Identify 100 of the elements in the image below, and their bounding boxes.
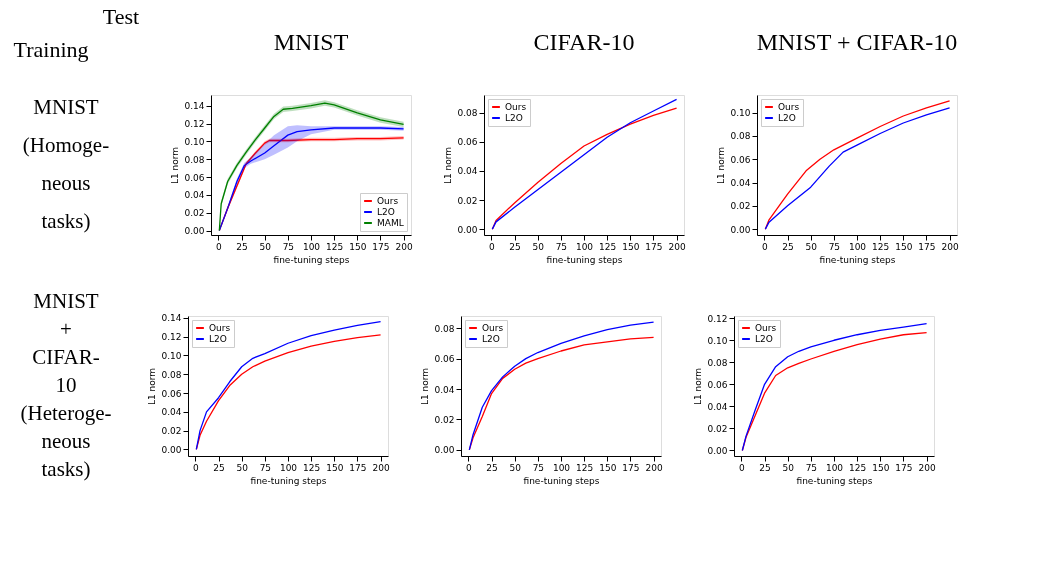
- text: neous: [41, 171, 91, 195]
- y-tick-label: 0.12: [161, 332, 182, 343]
- text: 10: [55, 373, 77, 397]
- y-tick-label: 0.04: [434, 384, 455, 395]
- x-tick-label: 100: [552, 462, 571, 473]
- chart-title: CIFAR-10: [533, 29, 635, 55]
- x-axis-title: fine-tuning steps: [273, 254, 350, 265]
- y-tick-label: 0.14: [184, 101, 205, 112]
- y-tick-label: 0.06: [457, 137, 478, 148]
- y-tick-label: 0.00: [730, 224, 751, 235]
- y-tick-label: 0.06: [161, 388, 182, 399]
- x-tick-label: 75: [828, 241, 841, 252]
- y-axis-title: L1 norm: [443, 146, 454, 185]
- y-tick-label: 0.04: [457, 166, 478, 177]
- x-tick-label: 50: [236, 462, 249, 473]
- y-tick-label: 0.04: [184, 190, 205, 201]
- x-tick-label: 0: [216, 241, 223, 252]
- x-axis-title: fine-tuning steps: [523, 475, 600, 486]
- y-axis-title: L1 norm: [147, 367, 158, 406]
- y-tick-label: 0.12: [707, 313, 728, 324]
- text: CIFAR-: [32, 345, 100, 369]
- legend-label: L2O: [755, 334, 773, 344]
- y-tick-label: 0.00: [434, 445, 455, 456]
- legend-label: Ours: [482, 323, 504, 333]
- x-tick-label: 100: [825, 462, 844, 473]
- text: (Heteroge-: [20, 401, 112, 425]
- legend-label: MAML: [377, 218, 404, 228]
- x-tick-label: 150: [599, 462, 617, 473]
- text: tasks): [41, 457, 91, 481]
- x-tick-label: 100: [848, 241, 867, 252]
- y-tick-label: 0.06: [184, 172, 205, 183]
- y-tick-label: 0.00: [184, 226, 205, 237]
- x-tick-label: 25: [782, 241, 794, 252]
- legend-label: L2O: [209, 334, 227, 344]
- y-tick-label: 0.02: [457, 195, 478, 206]
- x-tick-label: 150: [349, 241, 367, 252]
- y-tick-label: 0.02: [161, 426, 182, 437]
- x-tick-label: 75: [259, 462, 272, 473]
- y-axis-title: L1 norm: [716, 146, 727, 185]
- x-tick-label: 125: [849, 462, 867, 473]
- x-tick-label: 175: [918, 241, 936, 252]
- x-tick-label: 100: [575, 241, 594, 252]
- y-axis-title: L1 norm: [693, 367, 704, 406]
- legend-label: Ours: [755, 323, 777, 333]
- y-tick-label: 0.02: [184, 208, 205, 219]
- x-tick-label: 25: [236, 241, 248, 252]
- y-tick-label: 0.10: [184, 136, 205, 147]
- x-tick-label: 25: [486, 462, 498, 473]
- y-axis-title: L1 norm: [420, 367, 431, 406]
- y-tick-label: 0.06: [730, 154, 751, 165]
- x-tick-label: 175: [622, 462, 640, 473]
- x-tick-label: 125: [576, 462, 594, 473]
- x-tick-label: 100: [302, 241, 321, 252]
- y-tick-label: 0.08: [730, 131, 751, 142]
- y-tick-label: 0.04: [730, 178, 751, 188]
- x-tick-label: 125: [872, 241, 890, 252]
- x-tick-label: 50: [805, 241, 818, 252]
- y-tick-label: 0.00: [161, 444, 182, 455]
- y-tick-label: 0.08: [161, 369, 182, 380]
- text: (Homoge-: [22, 133, 110, 157]
- x-tick-label: 0: [466, 462, 473, 473]
- x-tick-label: 50: [509, 462, 522, 473]
- y-axis-title: L1 norm: [170, 146, 181, 185]
- y-tick-label: 0.00: [457, 224, 478, 235]
- x-tick-label: 75: [532, 462, 545, 473]
- text: Test: [102, 4, 140, 29]
- y-tick-label: 0.14: [161, 313, 182, 324]
- y-tick-label: 0.08: [184, 154, 205, 165]
- text: +: [60, 317, 72, 341]
- x-tick-label: 125: [303, 462, 321, 473]
- legend-label: Ours: [209, 323, 231, 333]
- y-tick-label: 0.04: [707, 401, 728, 412]
- text: Training: [13, 37, 89, 62]
- x-tick-label: 175: [895, 462, 913, 473]
- text: MNIST: [33, 95, 99, 119]
- x-axis-title: fine-tuning steps: [546, 254, 623, 265]
- y-tick-label: 0.10: [730, 108, 751, 118]
- x-tick-label: 0: [762, 241, 769, 252]
- x-tick-label: 200: [918, 462, 936, 473]
- x-tick-label: 150: [622, 241, 640, 252]
- x-tick-label: 75: [282, 241, 295, 252]
- x-tick-label: 0: [489, 241, 496, 252]
- x-tick-label: 200: [941, 241, 959, 252]
- x-tick-label: 175: [349, 462, 367, 473]
- x-tick-label: 0: [193, 462, 200, 473]
- y-tick-label: 0.08: [707, 357, 728, 368]
- x-tick-label: 100: [279, 462, 298, 473]
- legend-label: Ours: [505, 102, 527, 112]
- legend-label: L2O: [778, 113, 796, 123]
- y-tick-label: 0.12: [184, 119, 205, 130]
- y-tick-label: 0.02: [730, 201, 751, 212]
- legend-label: Ours: [377, 196, 399, 206]
- x-tick-label: 175: [645, 241, 663, 252]
- y-tick-label: 0.00: [707, 445, 728, 456]
- chart-title: MNIST: [273, 29, 349, 55]
- x-tick-label: 125: [326, 241, 344, 252]
- x-tick-label: 75: [555, 241, 568, 252]
- x-tick-label: 200: [372, 462, 390, 473]
- x-tick-label: 75: [805, 462, 818, 473]
- y-tick-label: 0.08: [457, 108, 478, 118]
